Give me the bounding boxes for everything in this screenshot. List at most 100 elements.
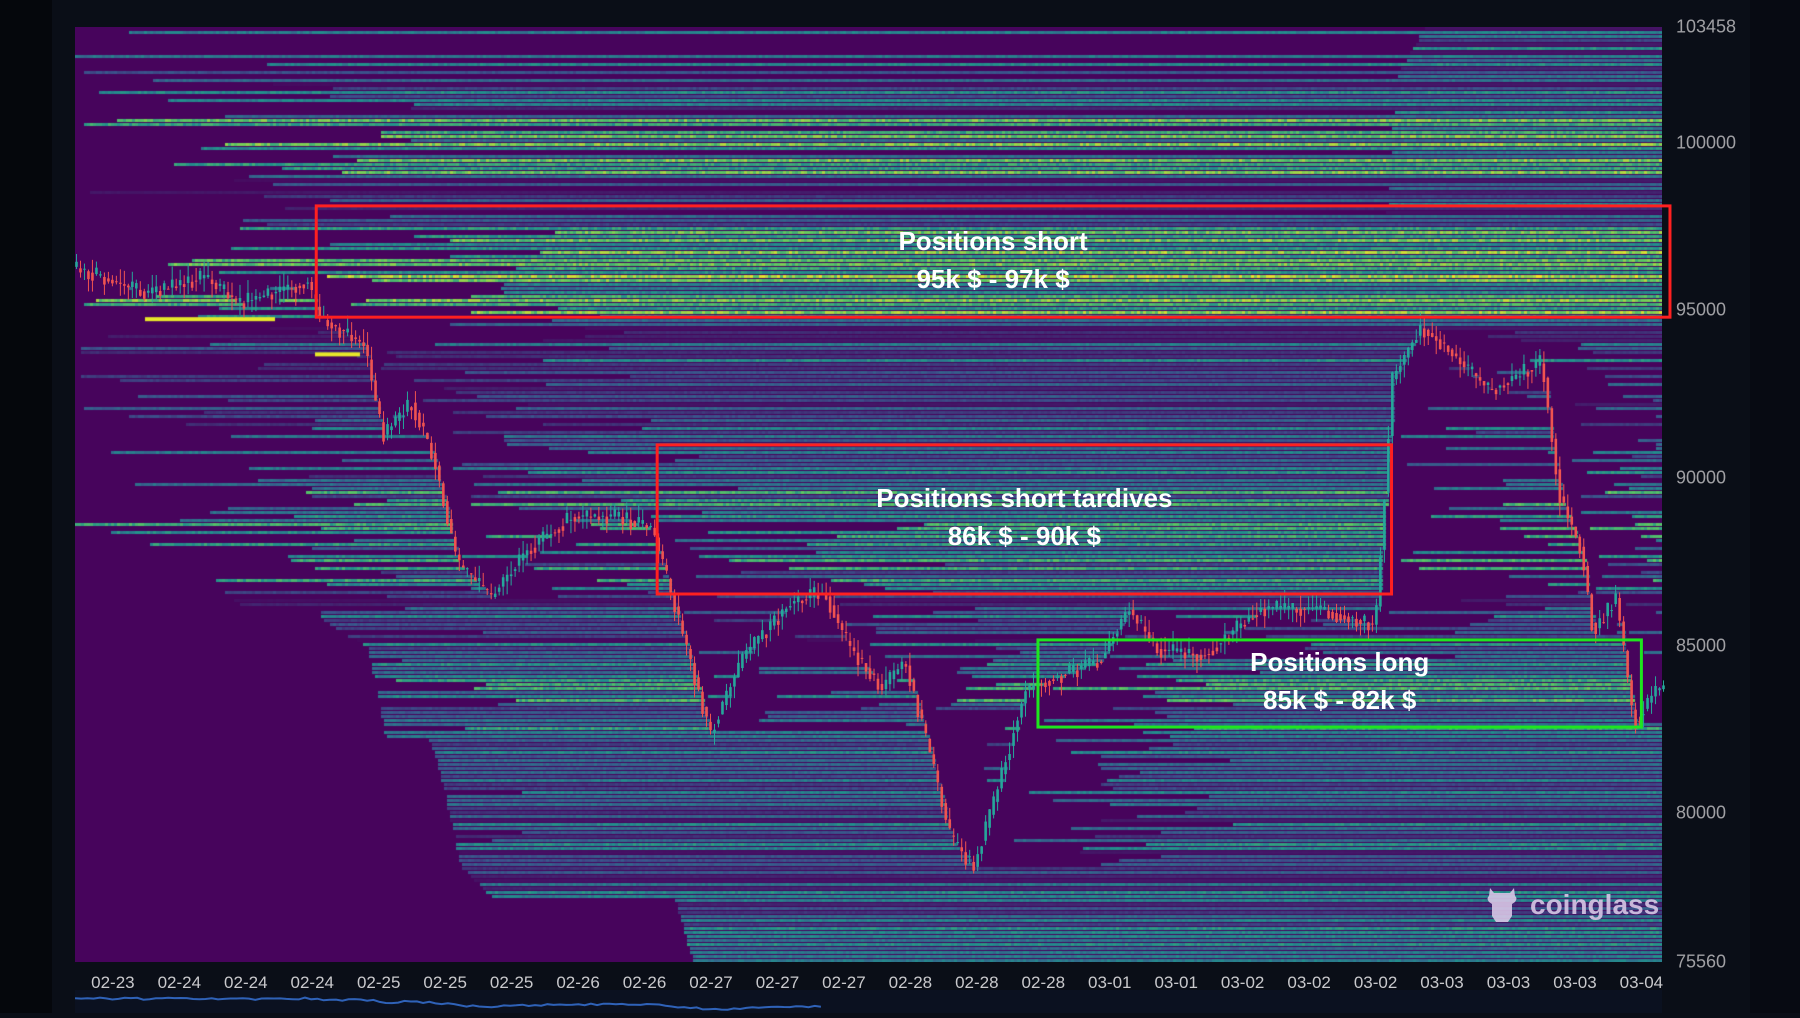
candle-body [457,554,461,561]
candle-body [127,285,130,288]
candle-body [521,553,525,561]
candle-body [1530,370,1534,372]
candle-body [1486,382,1490,386]
x-tick-label: 03-01 [1087,973,1132,992]
candle-body [796,596,800,603]
candle-body [549,534,553,536]
candle-body [569,519,573,521]
candle-body [418,412,421,428]
candle-body [1554,438,1558,475]
candle-body [681,620,684,634]
candle-body [1630,680,1633,706]
candle-body [1546,377,1550,408]
candle-body [154,286,158,293]
candle-body [1191,653,1195,656]
candle-body [1299,608,1302,616]
candle-body [469,573,473,575]
candle-body [609,514,613,517]
candle-body [465,568,469,570]
candle-body [298,285,302,289]
candle-body [123,284,126,286]
candle-body [769,621,772,631]
candle-body [1430,333,1434,337]
candle-body [182,284,186,288]
x-tick-label: 03-03 [1486,973,1531,992]
candle-body [1650,695,1653,703]
candle-body [737,662,740,678]
candle-body [1478,377,1482,381]
candle-body [920,709,924,719]
candle-body [282,286,286,291]
candle-body [95,267,98,275]
candle-body [1458,357,1462,365]
candle-body [234,298,238,301]
time-navigator[interactable] [74,990,1662,1013]
candle-body [1550,408,1554,442]
candle-body [366,344,369,357]
candle-body [928,738,932,753]
y-tick-label: 103458 [1676,16,1737,37]
candle-body [996,789,999,802]
x-tick-label: 02-24 [290,973,334,992]
candle-body [1638,721,1641,723]
candle-body [1139,619,1143,621]
candle-body [1343,615,1346,620]
liquidation-heatmap [75,27,1662,962]
candle-body [864,663,868,672]
candle-body [944,803,948,820]
candle-body [1283,603,1286,609]
candle-body [1367,622,1370,631]
candle-body [238,298,242,302]
candle-body [135,283,138,289]
candle-body [761,630,764,640]
candle-body [1442,342,1446,344]
candle-body [932,754,936,765]
candle-body [753,637,756,649]
candle-body [342,329,345,331]
candle-body [645,525,649,529]
candle-body [1418,324,1422,336]
candle-body [1028,685,1031,690]
candle-body [924,724,928,733]
candle-body [254,295,258,300]
candle-body [1004,762,1007,775]
candle-body [988,809,991,828]
candle-body [976,854,979,867]
candle-body [1570,516,1574,525]
candle-body [1359,620,1362,624]
candle-body [908,665,912,686]
candle-body [533,547,537,553]
candle-body [1060,676,1063,683]
candle-body [394,416,397,426]
candle-body [705,706,708,717]
candle-body [1634,709,1637,729]
candle-body [561,526,565,531]
candle-body [1450,349,1454,357]
candle-body [131,281,134,288]
candle-body [1422,328,1426,338]
candle-body [246,292,250,303]
candle-body [91,272,94,281]
candle-body [1383,500,1386,550]
candle-body [872,673,876,675]
candle-body [398,412,401,421]
candle-body [812,587,816,597]
candle-body [1115,633,1119,637]
candle-body [1482,381,1486,386]
candle-body [717,719,720,724]
candle-body [880,683,884,690]
candle-body [517,554,521,566]
candle-body [729,687,732,696]
candle-body [142,291,146,299]
candle-body [1207,654,1211,656]
candle-body [1048,681,1051,686]
candle-body [1064,674,1067,676]
candle-body [434,452,437,469]
candle-body [170,279,174,288]
candle-body [1578,536,1582,554]
candle-body [1076,670,1079,678]
candle-body [1091,660,1095,665]
candle-body [202,275,206,279]
candle-body [1247,616,1251,622]
candle-body [1307,607,1310,609]
